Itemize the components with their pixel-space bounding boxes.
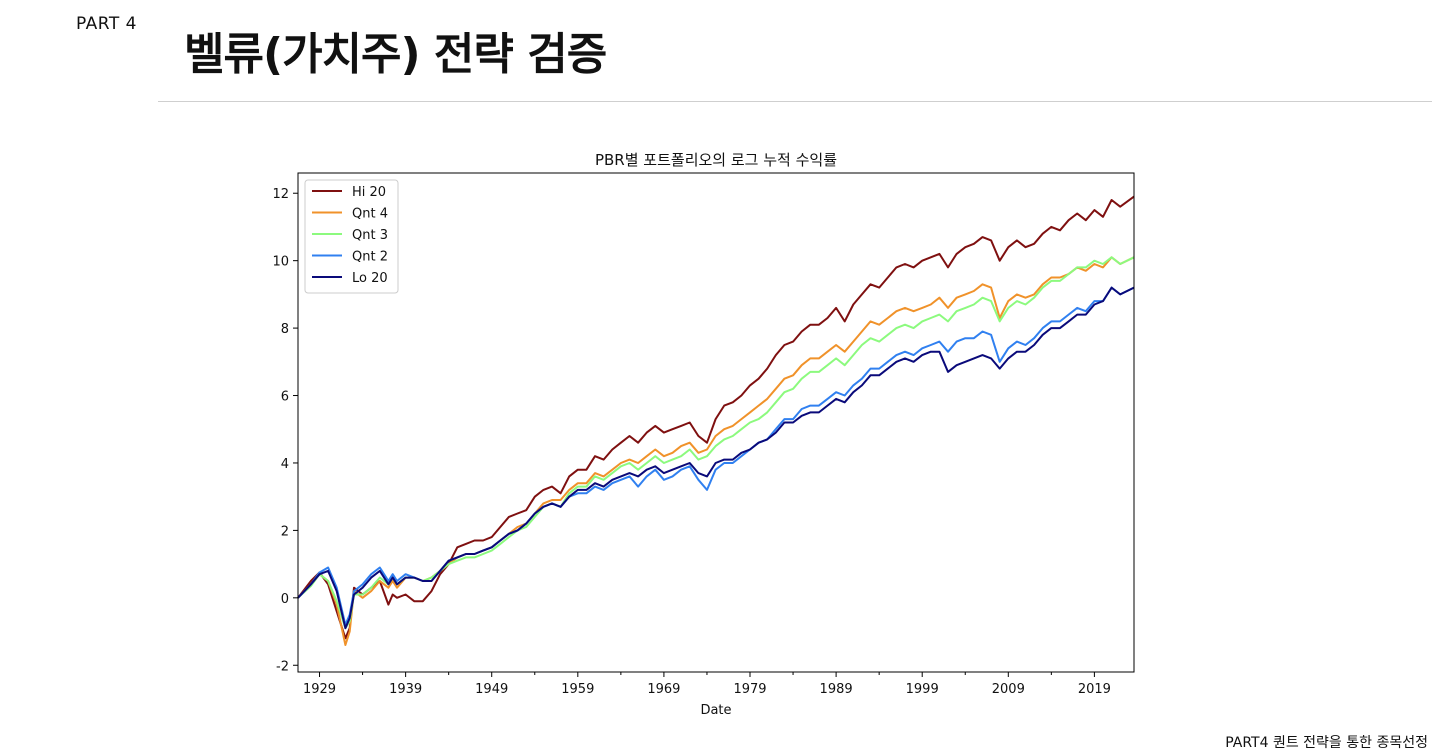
legend-label: Qnt 2	[352, 250, 388, 265]
x-tick-label: 1979	[733, 682, 766, 697]
x-tick-label: 1999	[906, 682, 939, 697]
y-tick-label: -2	[276, 659, 289, 674]
footer-caption: PART4 퀀트 전략을 통한 종목선정	[1225, 735, 1428, 751]
series-line-hi-20	[297, 195, 1135, 640]
x-tick-label: 1929	[303, 682, 336, 697]
y-tick-label: 8	[281, 322, 289, 337]
x-tick-label: 1939	[389, 682, 422, 697]
legend-label: Qnt 4	[352, 207, 388, 222]
x-tick-label: 2019	[1078, 682, 1111, 697]
y-tick-label: 4	[281, 457, 289, 472]
x-tick-label: 1959	[561, 682, 594, 697]
legend: Hi 20 Qnt 4 Qnt 3 Qnt 2 Lo 20	[304, 179, 399, 294]
legend-label: Hi 20	[352, 185, 386, 200]
x-tick-label: 2009	[992, 682, 1025, 697]
y-tick-label: 12	[272, 187, 289, 202]
x-tick-label: 1949	[475, 682, 508, 697]
log-cumulative-return-chart: PBR별 포트폴리오의 로그 누적 수익률 -2 0 2 4 6 8 10 12 1929 193…	[272, 151, 1135, 718]
x-axis-label: Date	[700, 703, 731, 718]
plot-frame	[297, 172, 1135, 673]
part-label: PART 4	[76, 14, 137, 34]
series-line-lo-20	[297, 286, 1135, 630]
x-tick-label: 1989	[820, 682, 853, 697]
series-line-qnt-3	[297, 256, 1135, 630]
y-tick-label: 10	[272, 255, 289, 270]
x-tick-label: 1969	[647, 682, 680, 697]
legend-label: Qnt 3	[352, 228, 388, 243]
chart-title: PBR별 포트폴리오의 로그 누적 수익률	[595, 151, 837, 169]
y-tick-label: 0	[281, 592, 289, 607]
axes: -2 0 2 4 6 8 10 12 1929 1939 1949 1959 1969 1979 1989 1…	[272, 187, 1110, 697]
header-divider	[158, 101, 1432, 102]
series-line-qnt-4	[297, 256, 1135, 646]
legend-label: Lo 20	[352, 271, 388, 286]
y-tick-label: 6	[281, 390, 289, 405]
page-title: 벨류(가치주) 전략 검증	[184, 29, 607, 80]
y-tick-label: 2	[281, 524, 289, 539]
plot-area	[297, 195, 1135, 646]
legend-box	[304, 179, 399, 294]
series-line-qnt-2	[297, 286, 1135, 626]
